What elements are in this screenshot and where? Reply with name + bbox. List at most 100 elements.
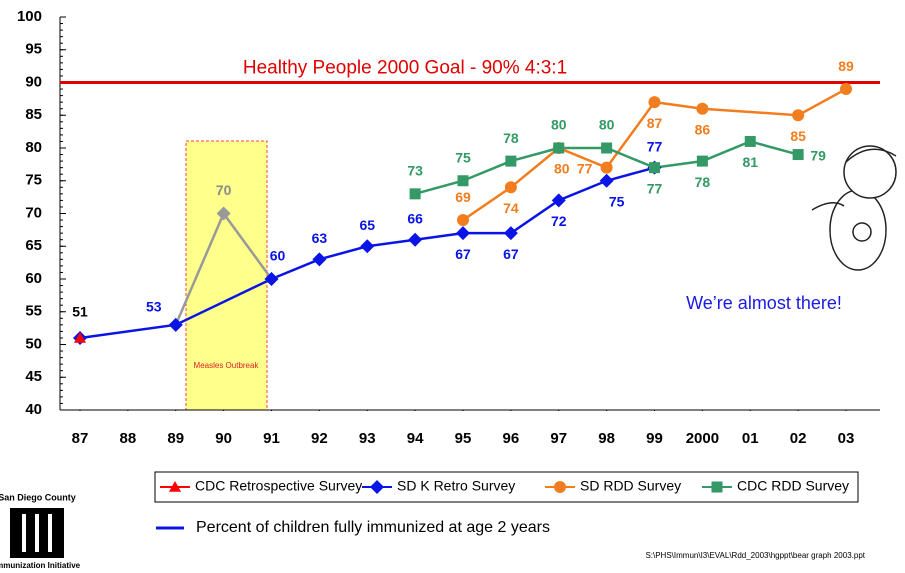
legend-label: CDC Retrospective Survey [195, 478, 362, 494]
marker [793, 149, 804, 160]
marker [649, 162, 660, 173]
y-tick-label: 70 [25, 204, 42, 221]
data-label: 75 [455, 149, 471, 165]
data-label: 60 [270, 248, 286, 264]
y-tick-label: 85 [25, 106, 42, 123]
marker [697, 156, 708, 167]
data-label: 86 [695, 121, 711, 137]
data-label: 53 [146, 299, 162, 315]
x-tick-label: 98 [598, 430, 615, 447]
marker [504, 226, 518, 240]
x-tick-label: 92 [311, 430, 328, 447]
data-label: 80 [551, 117, 567, 133]
marker [840, 83, 852, 95]
data-label: 72 [551, 213, 567, 229]
legend-label: CDC RDD Survey [737, 478, 849, 494]
legend-marker [554, 481, 566, 493]
x-tick-label: 94 [407, 430, 424, 447]
y-tick-label: 55 [25, 303, 42, 320]
x-tick-label: 88 [120, 430, 137, 447]
x-tick-label: 97 [550, 430, 567, 447]
x-tick-label: 93 [359, 430, 376, 447]
chart: Measles Outbreak We’re almost there! Per… [0, 0, 905, 573]
data-label: 77 [577, 160, 593, 176]
data-label: 73 [407, 163, 423, 179]
y-tick-label: 45 [25, 368, 42, 385]
legend-marker [712, 482, 723, 493]
x-tick-label: 95 [455, 430, 472, 447]
marker [601, 143, 612, 154]
marker [505, 156, 516, 167]
marker [312, 252, 326, 266]
callout: We’re almost there! [686, 293, 842, 313]
mascot [812, 146, 896, 270]
data-label: 85 [790, 128, 806, 144]
marker [505, 181, 517, 193]
marker [601, 162, 613, 174]
y-tick-label: 60 [25, 270, 42, 287]
marker [553, 143, 564, 154]
data-label: 67 [503, 246, 519, 262]
data-label: 78 [695, 174, 711, 190]
x-tick-label: 2000 [686, 430, 719, 447]
y-tick-label: 80 [25, 139, 42, 156]
y-tick-label: 100 [17, 8, 42, 25]
marker [600, 174, 614, 188]
data-label: 77 [647, 138, 663, 154]
caption: Percent of children fully immunized at a… [196, 519, 550, 536]
data-label: 77 [647, 180, 663, 196]
x-tick-label: 03 [838, 430, 855, 447]
file-path: S:\PHS\Immun\I3\EVAL\Rdd_2003\hgppt\bear… [645, 551, 865, 560]
marker [649, 96, 661, 108]
logo-mark [35, 514, 39, 552]
data-label: 75 [609, 193, 625, 209]
x-tick-label: 87 [72, 430, 89, 447]
marker [457, 214, 469, 226]
data-label: 66 [407, 210, 423, 226]
logo-top: San Diego County [0, 492, 76, 502]
x-tick-label: 01 [742, 430, 759, 447]
logo: San Diego County Immunization Initiative [0, 492, 81, 570]
logo-mark [22, 514, 26, 552]
marker [456, 226, 470, 240]
x-tick-label: 96 [503, 430, 520, 447]
x-tick-label: 99 [646, 430, 663, 447]
y-tick-label: 65 [25, 237, 42, 254]
legend-label: SD K Retro Survey [397, 478, 515, 494]
data-label: 63 [312, 230, 328, 246]
marker [552, 193, 566, 207]
marker [410, 188, 421, 199]
data-label: 69 [455, 189, 471, 205]
series-line [463, 89, 846, 220]
data-label: 87 [647, 115, 663, 131]
logo-mark [48, 514, 52, 552]
legend-label: SD RDD Survey [580, 478, 681, 494]
goal-label: Healthy People 2000 Goal - 90% 4:3:1 [243, 58, 567, 79]
data-label: 67 [455, 246, 471, 262]
data-label: 78 [503, 130, 519, 146]
marker [458, 175, 469, 186]
data-label: 89 [838, 58, 854, 74]
data-label: 79 [810, 147, 826, 163]
marker [745, 136, 756, 147]
x-tick-label: 89 [167, 430, 184, 447]
data-label: 80 [599, 117, 615, 133]
x-tick-label: 90 [215, 430, 232, 447]
data-label: 81 [742, 154, 758, 170]
marker [360, 239, 374, 253]
annotation: Measles Outbreak [194, 361, 260, 370]
y-tick-label: 95 [25, 41, 42, 58]
x-tick-label: 02 [790, 430, 807, 447]
marker [792, 109, 804, 121]
x-tick-label: 91 [263, 430, 280, 447]
data-label: 74 [503, 200, 519, 216]
y-tick-label: 90 [25, 73, 42, 90]
marker [408, 233, 422, 247]
logo-bottom: Immunization Initiative [0, 561, 81, 570]
data-label: 70 [216, 182, 232, 198]
y-tick-label: 75 [25, 172, 42, 189]
data-label: 80 [554, 161, 570, 177]
y-tick-label: 50 [25, 335, 42, 352]
data-label: 65 [359, 217, 375, 233]
marker [169, 318, 183, 332]
